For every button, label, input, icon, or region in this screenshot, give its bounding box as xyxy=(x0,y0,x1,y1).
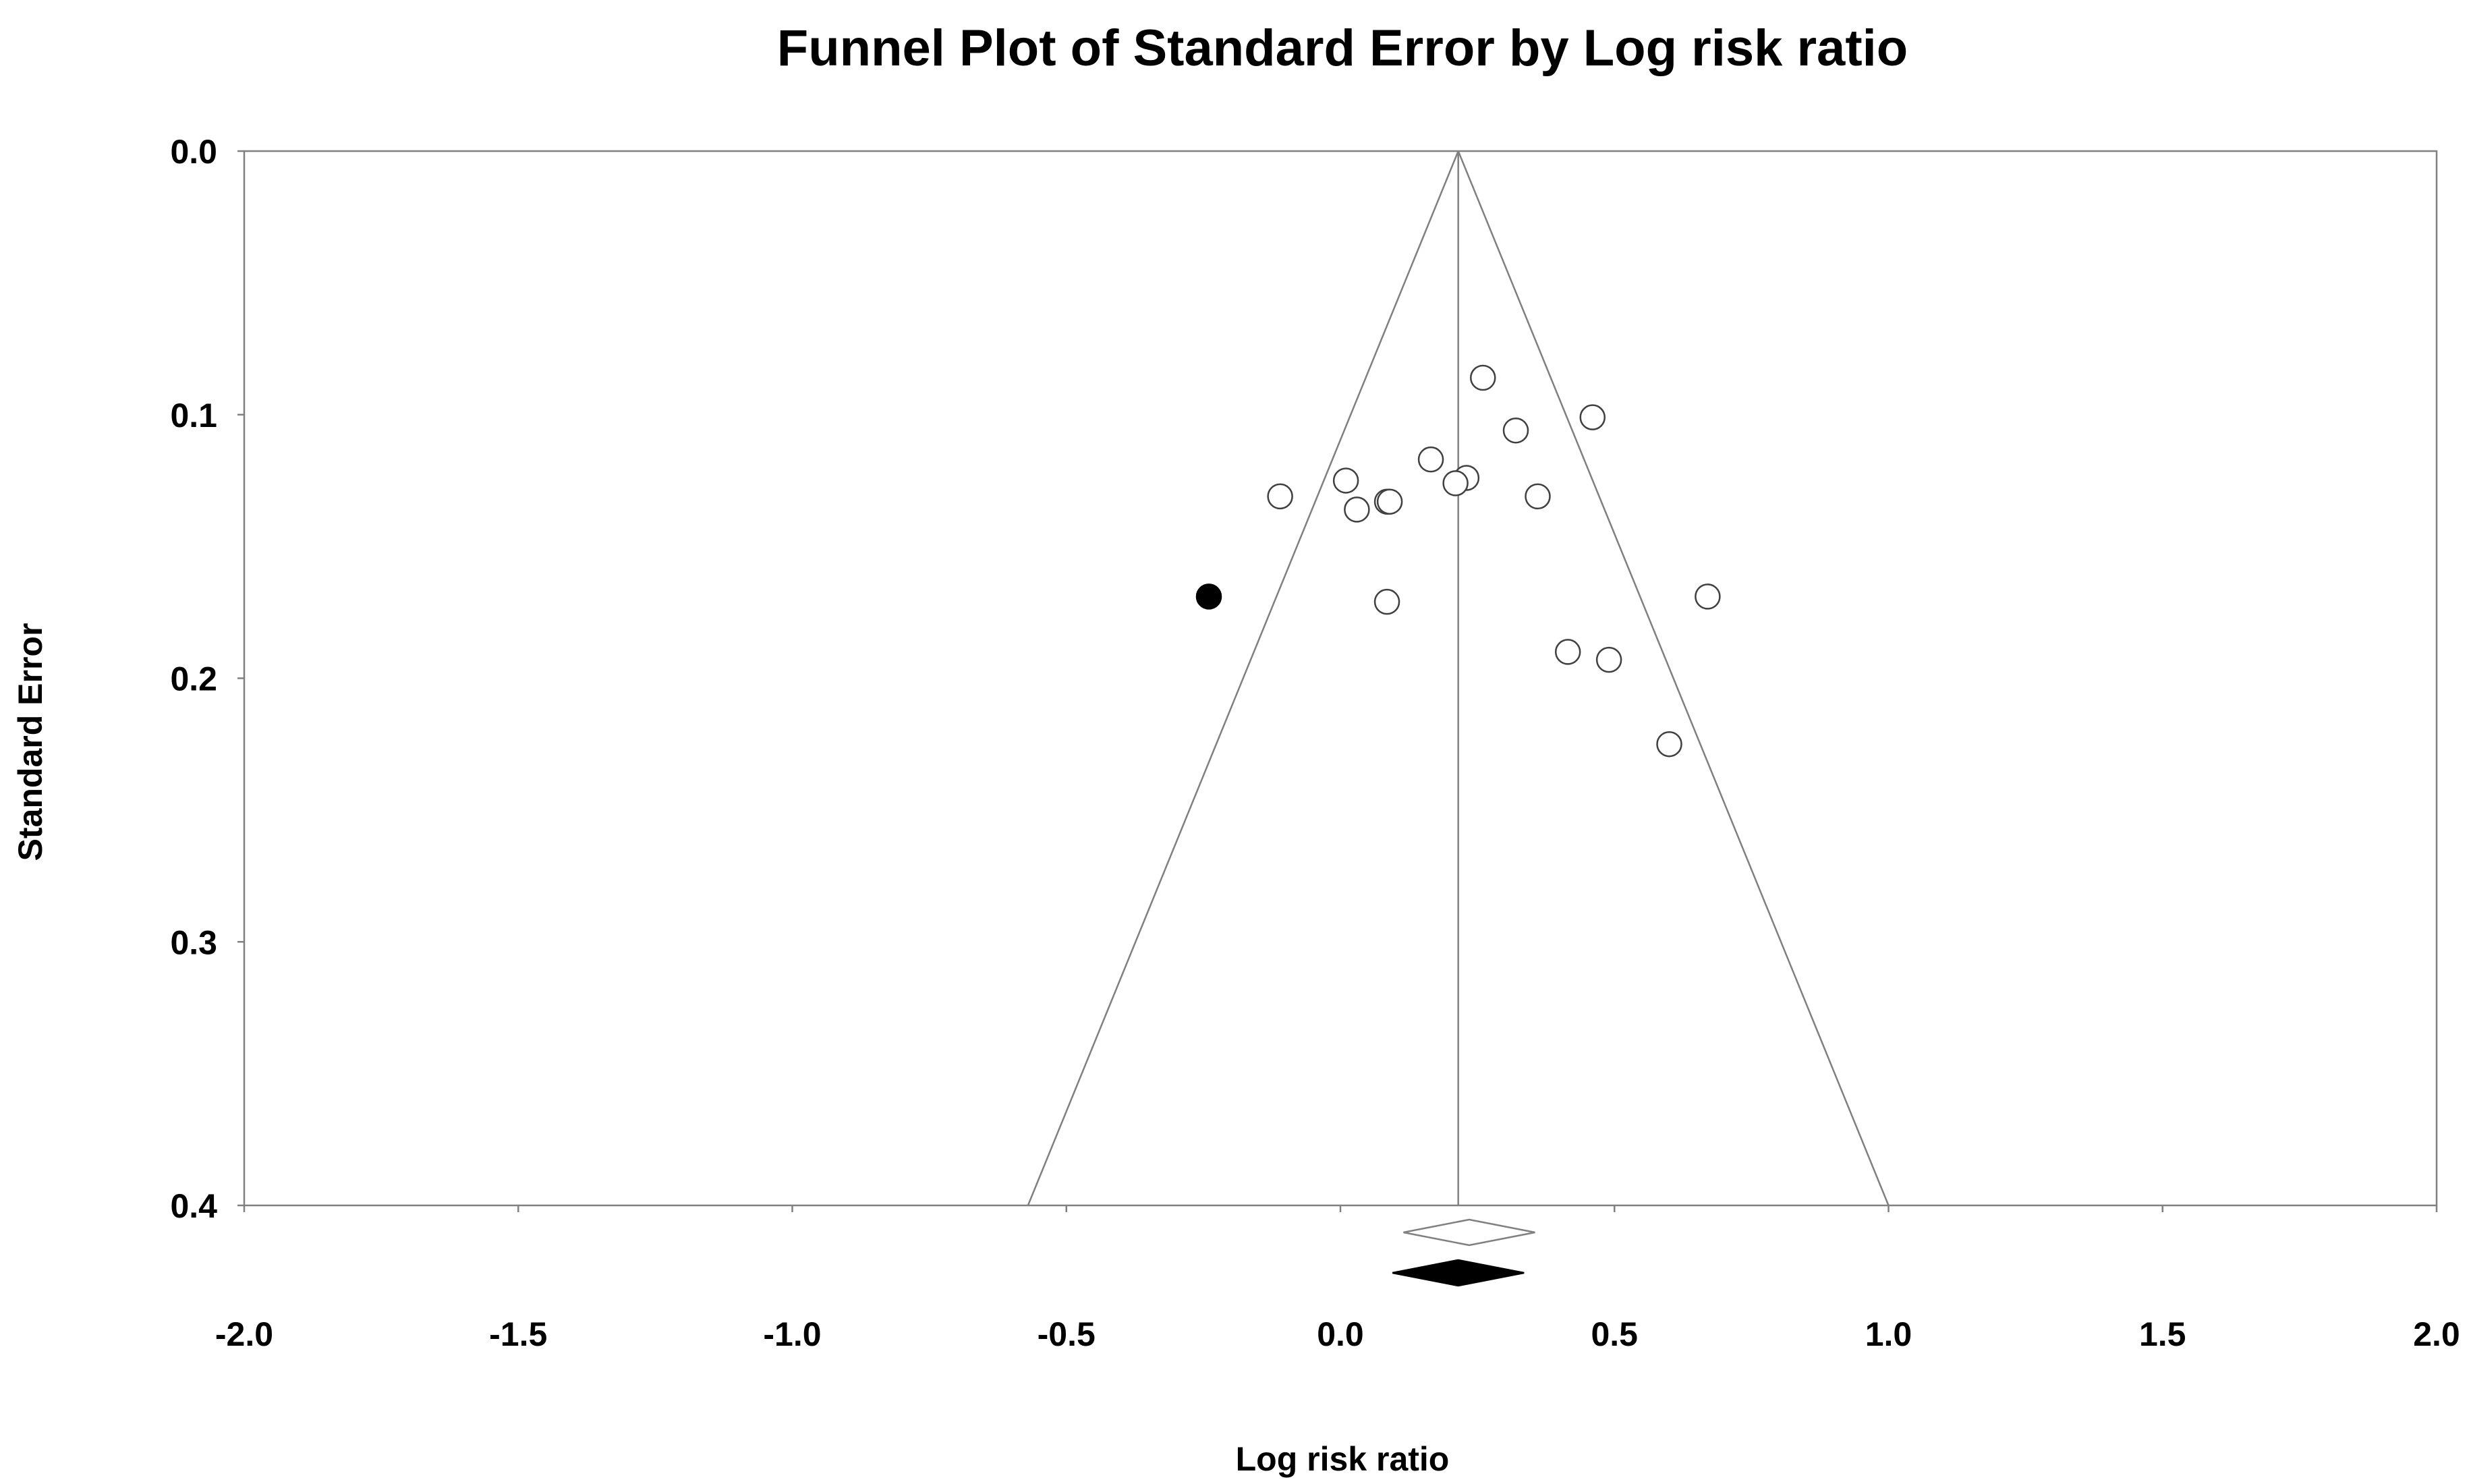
x-tick-label: -1.5 xyxy=(489,1315,547,1353)
observed-study-point xyxy=(1656,731,1682,758)
x-tick-label: 1.5 xyxy=(2139,1315,2186,1353)
observed-study-point xyxy=(1525,483,1551,510)
y-axis: 0.0 0.1 0.2 0.3 0.4 xyxy=(170,133,244,1225)
x-tick-label: 0.0 xyxy=(1317,1315,1364,1353)
funnel-right-limit xyxy=(1457,150,1890,1206)
x-tick-label: 0.5 xyxy=(1591,1315,1638,1353)
x-tick-label: -1.0 xyxy=(763,1315,821,1353)
observed-study-point xyxy=(1595,646,1622,673)
chart-title: Funnel Plot of Standard Error by Log ris… xyxy=(777,20,1908,77)
imputed-study-point xyxy=(1195,583,1222,610)
y-tick-label: 0.3 xyxy=(170,923,217,961)
x-axis-title: Log risk ratio xyxy=(1236,1440,1450,1478)
summary-diamonds xyxy=(1392,1218,1535,1287)
funnel-layer xyxy=(1027,150,1890,1206)
observed-study-point xyxy=(1417,446,1444,473)
observed-study-point xyxy=(1579,404,1606,430)
plot-frame xyxy=(243,150,2438,1207)
observed-study-point xyxy=(1373,588,1400,615)
observed-summary-diamond xyxy=(1403,1218,1535,1247)
y-tick-label: 0.1 xyxy=(170,397,217,434)
adjusted-summary-diamond xyxy=(1392,1259,1525,1287)
observed-study-point xyxy=(1502,417,1529,444)
study-points xyxy=(1195,364,1721,758)
x-tick-label: 2.0 xyxy=(2413,1315,2460,1353)
observed-study-point xyxy=(1267,483,1293,510)
y-tick-label: 0.2 xyxy=(170,660,217,698)
observed-study-point xyxy=(1470,364,1496,391)
observed-study-point xyxy=(1344,496,1370,523)
y-tick-label: 0.0 xyxy=(170,133,217,171)
y-axis-title: Standard Error xyxy=(11,623,49,861)
observed-study-point xyxy=(1376,488,1403,515)
x-axis: -2.0 -1.5 -1.0 -0.5 0.0 0.5 1.0 1.5 2.0 xyxy=(215,1205,2460,1353)
y-tick-label: 0.4 xyxy=(170,1187,217,1225)
funnel-left-limit xyxy=(1027,150,1459,1206)
observed-study-point xyxy=(1332,467,1359,494)
observed-study-point xyxy=(1442,470,1469,496)
observed-study-point xyxy=(1554,639,1581,665)
x-tick-label: -2.0 xyxy=(215,1315,273,1353)
x-tick-label: -0.5 xyxy=(1038,1315,1096,1353)
observed-study-point xyxy=(1695,583,1721,610)
x-tick-label: 1.0 xyxy=(1865,1315,1912,1353)
